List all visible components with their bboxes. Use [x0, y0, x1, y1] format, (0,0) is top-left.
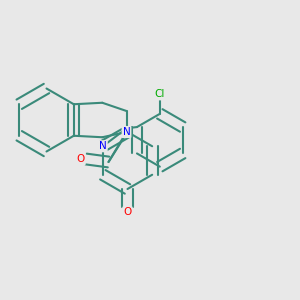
Text: Cl: Cl: [154, 89, 165, 99]
Text: N: N: [99, 141, 107, 151]
Text: O: O: [76, 154, 85, 164]
Text: O: O: [123, 207, 132, 218]
Text: N: N: [123, 127, 130, 137]
